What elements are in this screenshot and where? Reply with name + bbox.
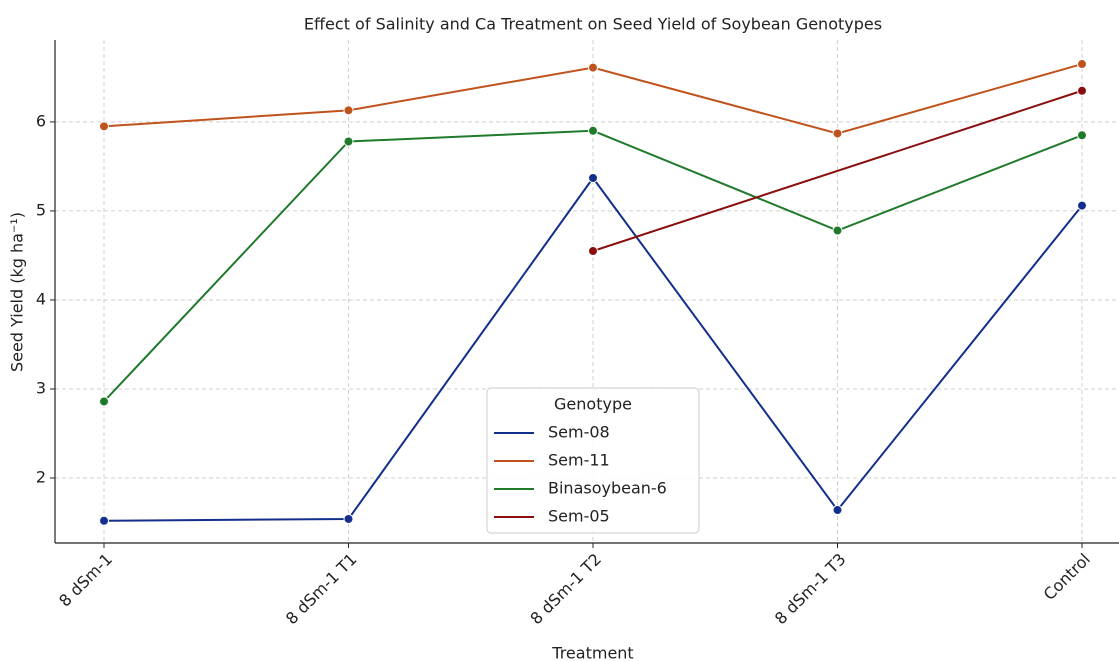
data-point	[343, 136, 354, 147]
chart-title: Effect of Salinity and Ca Treatment on S…	[304, 15, 882, 34]
x-tick-label: 8 dSm-1 T2	[526, 550, 605, 629]
y-axis-label: Seed Yield (kg ha⁻¹)	[8, 212, 27, 372]
legend-label: Binasoybean-6	[548, 479, 667, 498]
data-point	[1077, 130, 1087, 141]
x-axis-label: Treatment	[551, 644, 633, 661]
data-point	[588, 172, 598, 183]
data-point	[343, 105, 354, 116]
data-point	[1077, 59, 1087, 70]
legend-label: Sem-11	[548, 451, 610, 470]
data-point	[343, 513, 354, 524]
y-tick-label: 3	[36, 378, 46, 397]
data-point	[832, 225, 843, 236]
data-point	[588, 125, 598, 136]
y-tick-label: 4	[36, 289, 46, 308]
y-tick-label: 6	[36, 111, 46, 130]
data-point	[99, 121, 109, 132]
plot-area	[99, 59, 1087, 526]
data-point	[1077, 85, 1087, 96]
legend-box	[486, 387, 700, 534]
data-point	[832, 505, 843, 516]
legend-label: Sem-08	[548, 423, 610, 442]
legend: Genotype Sem-08 Sem-11 Binasoybean-6 Sem-05	[486, 387, 700, 534]
data-point	[99, 396, 109, 407]
x-tick-label: 8 dSm-1 T3	[771, 550, 850, 629]
data-point	[588, 245, 598, 256]
data-point	[99, 515, 109, 526]
x-tick-label: Control	[1040, 550, 1094, 604]
series-line	[592, 89, 1083, 252]
data-point	[588, 62, 598, 73]
legend-title: Genotype	[554, 395, 632, 414]
y-tick-label: 2	[36, 468, 46, 487]
legend-label: Sem-05	[548, 507, 610, 526]
x-tick-label: 8 dSm-1	[55, 550, 116, 611]
x-tick-label: 8 dSm-1 T1	[282, 550, 361, 629]
data-point	[1077, 200, 1087, 211]
y-tick-label: 5	[36, 200, 46, 219]
data-point	[832, 128, 843, 139]
